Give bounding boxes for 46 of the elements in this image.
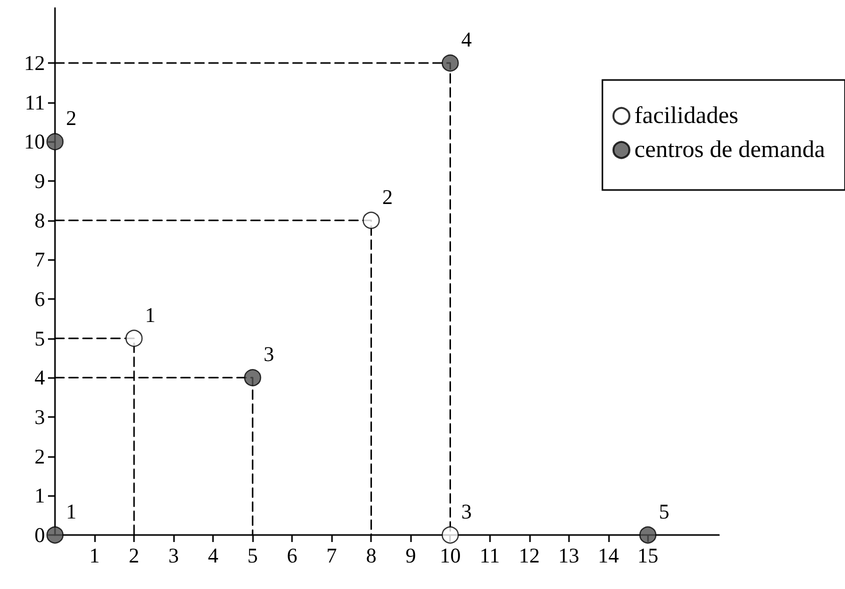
annotation: 3 xyxy=(264,342,274,366)
annotation: 1 xyxy=(145,302,156,327)
x-tick-label: 13 xyxy=(558,544,580,568)
y-tick-label: 3 xyxy=(34,405,45,430)
y-tick-label: 4 xyxy=(34,366,46,390)
y-tick-label: 0 xyxy=(34,523,45,547)
x-tick-label: 9 xyxy=(405,544,416,568)
annotation: 2 xyxy=(66,106,76,130)
y-tick-label: 11 xyxy=(24,90,45,114)
x-tick-label: 14 xyxy=(598,544,620,568)
y-tick-label: 10 xyxy=(24,130,45,154)
y-tick-label: 5 xyxy=(34,326,45,350)
x-tick-label: 7 xyxy=(326,544,337,568)
x-tick-label: 11 xyxy=(480,544,500,568)
point xyxy=(46,526,64,544)
point xyxy=(442,54,459,72)
x-tick-label: 4 xyxy=(208,544,219,568)
legend-label: facilidades xyxy=(634,103,738,129)
legend-label: centros de demanda xyxy=(634,137,826,163)
x-tick-label: 5 xyxy=(247,544,258,568)
y-tick-label: 12 xyxy=(24,51,45,76)
x-tick-label: 8 xyxy=(366,544,376,568)
y-tick-label: 2 xyxy=(34,444,45,468)
point xyxy=(46,133,64,150)
point xyxy=(639,526,656,544)
y-tick-label: 1 xyxy=(34,484,45,508)
point xyxy=(442,526,459,544)
y-tick-label: 8 xyxy=(34,208,45,232)
x-tick-label: 2 xyxy=(128,544,140,568)
y-tick-label: 9 xyxy=(34,169,45,194)
x-tick-label: 1 xyxy=(89,544,100,568)
y-tick-label: 6 xyxy=(34,287,45,312)
point xyxy=(362,212,380,229)
annotation: 1 xyxy=(66,500,76,524)
x-tick-label: 6 xyxy=(286,544,298,568)
point xyxy=(125,330,143,347)
annotation: 3 xyxy=(461,500,472,524)
annotation: 4 xyxy=(461,28,472,52)
x-tick-label: 10 xyxy=(440,544,461,568)
y-tick-label: 7 xyxy=(34,248,45,272)
annotation: 2 xyxy=(382,184,393,209)
annotation: 5 xyxy=(658,500,670,524)
x-tick-label: 15 xyxy=(637,544,658,568)
x-tick-label: 3 xyxy=(168,544,179,568)
x-tick-label: 12 xyxy=(518,544,540,568)
point xyxy=(244,369,262,386)
